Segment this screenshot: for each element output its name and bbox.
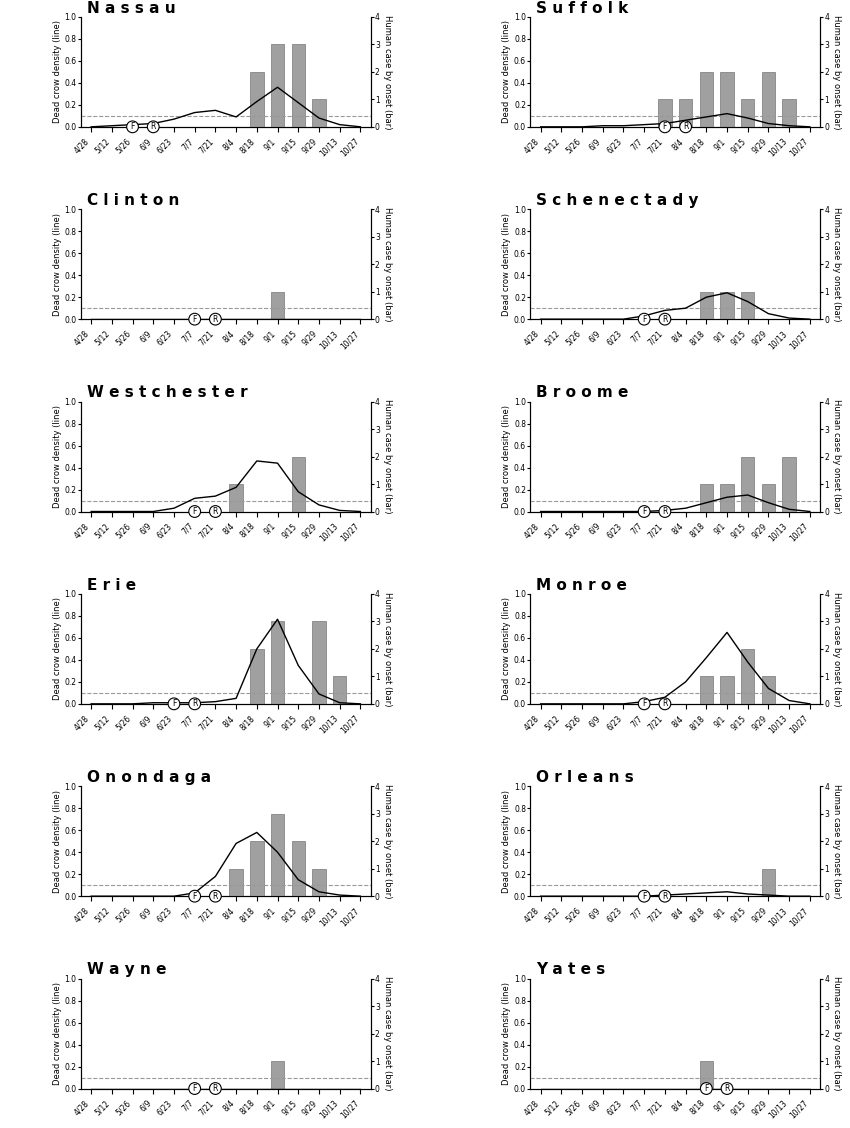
Bar xyxy=(271,292,284,319)
Y-axis label: Dead crow density (line): Dead crow density (line) xyxy=(53,982,62,1085)
Text: R: R xyxy=(212,315,218,324)
Y-axis label: Dead crow density (line): Dead crow density (line) xyxy=(53,790,62,892)
Text: R: R xyxy=(212,891,218,900)
Bar xyxy=(700,484,713,511)
Bar xyxy=(271,622,284,704)
Y-axis label: Human case by onset (bar): Human case by onset (bar) xyxy=(832,15,841,129)
Text: R: R xyxy=(150,122,156,131)
Bar xyxy=(720,677,734,704)
Bar xyxy=(250,72,264,126)
Text: O r l e a n s: O r l e a n s xyxy=(536,770,634,785)
Y-axis label: Human case by onset (bar): Human case by onset (bar) xyxy=(382,592,392,706)
Bar xyxy=(700,292,713,319)
Y-axis label: Human case by onset (bar): Human case by onset (bar) xyxy=(382,399,392,513)
Bar xyxy=(292,841,305,896)
Text: F: F xyxy=(192,891,197,900)
Bar xyxy=(250,841,264,896)
Y-axis label: Dead crow density (line): Dead crow density (line) xyxy=(53,213,62,316)
Y-axis label: Dead crow density (line): Dead crow density (line) xyxy=(502,982,511,1085)
Text: F: F xyxy=(130,122,134,131)
Bar xyxy=(720,484,734,511)
Y-axis label: Human case by onset (bar): Human case by onset (bar) xyxy=(832,784,841,899)
Bar xyxy=(250,649,264,704)
Text: B r o o m e: B r o o m e xyxy=(536,386,628,400)
Bar xyxy=(762,72,775,126)
Text: W a y n e: W a y n e xyxy=(87,962,166,978)
Bar xyxy=(720,292,734,319)
Text: F: F xyxy=(642,506,646,515)
Text: M o n r o e: M o n r o e xyxy=(536,578,627,593)
Y-axis label: Dead crow density (line): Dead crow density (line) xyxy=(502,598,511,700)
Y-axis label: Human case by onset (bar): Human case by onset (bar) xyxy=(832,977,841,1091)
Text: F: F xyxy=(642,891,646,900)
Y-axis label: Human case by onset (bar): Human case by onset (bar) xyxy=(382,784,392,899)
Text: R: R xyxy=(662,891,667,900)
Y-axis label: Dead crow density (line): Dead crow density (line) xyxy=(502,20,511,123)
Text: R: R xyxy=(683,122,689,131)
Y-axis label: Human case by onset (bar): Human case by onset (bar) xyxy=(382,977,392,1091)
Y-axis label: Human case by onset (bar): Human case by onset (bar) xyxy=(382,206,392,321)
Text: F: F xyxy=(642,315,646,324)
Text: F: F xyxy=(192,1084,197,1093)
Bar xyxy=(700,677,713,704)
Text: F: F xyxy=(642,699,646,708)
Text: E r i e: E r i e xyxy=(87,578,136,593)
Y-axis label: Human case by onset (bar): Human case by onset (bar) xyxy=(832,592,841,706)
Text: Y a t e s: Y a t e s xyxy=(536,962,605,978)
Bar xyxy=(741,99,755,126)
Bar xyxy=(292,457,305,511)
Bar xyxy=(679,99,693,126)
Bar xyxy=(762,869,775,896)
Text: F: F xyxy=(192,506,197,515)
Bar xyxy=(700,1061,713,1089)
Text: S u f f o l k: S u f f o l k xyxy=(536,1,628,16)
Y-axis label: Dead crow density (line): Dead crow density (line) xyxy=(53,598,62,700)
Y-axis label: Human case by onset (bar): Human case by onset (bar) xyxy=(832,206,841,321)
Text: F: F xyxy=(172,699,176,708)
Bar xyxy=(741,457,755,511)
Bar xyxy=(658,99,672,126)
Bar xyxy=(783,99,796,126)
Bar xyxy=(312,99,326,126)
Bar xyxy=(230,484,243,511)
Text: F: F xyxy=(704,1084,709,1093)
Y-axis label: Human case by onset (bar): Human case by onset (bar) xyxy=(382,15,392,129)
Bar xyxy=(292,44,305,126)
Text: R: R xyxy=(212,1084,218,1093)
Bar xyxy=(700,72,713,126)
Bar xyxy=(762,484,775,511)
Text: R: R xyxy=(662,699,667,708)
Text: F: F xyxy=(192,315,197,324)
Bar xyxy=(312,622,326,704)
Bar xyxy=(720,72,734,126)
Text: R: R xyxy=(662,315,667,324)
Y-axis label: Human case by onset (bar): Human case by onset (bar) xyxy=(832,399,841,513)
Text: F: F xyxy=(663,122,667,131)
Y-axis label: Dead crow density (line): Dead crow density (line) xyxy=(53,405,62,508)
Text: R: R xyxy=(192,699,197,708)
Bar xyxy=(230,869,243,896)
Bar xyxy=(271,1061,284,1089)
Text: R: R xyxy=(662,506,667,515)
Text: R: R xyxy=(212,506,218,515)
Y-axis label: Dead crow density (line): Dead crow density (line) xyxy=(502,213,511,316)
Text: C l i n t o n: C l i n t o n xyxy=(87,193,178,208)
Bar xyxy=(271,44,284,126)
Text: R: R xyxy=(724,1084,729,1093)
Y-axis label: Dead crow density (line): Dead crow density (line) xyxy=(502,790,511,892)
Bar xyxy=(783,457,796,511)
Y-axis label: Dead crow density (line): Dead crow density (line) xyxy=(502,405,511,508)
Text: O n o n d a g a: O n o n d a g a xyxy=(87,770,211,785)
Bar xyxy=(741,649,755,704)
Bar xyxy=(312,869,326,896)
Text: N a s s a u: N a s s a u xyxy=(87,1,175,16)
Text: S c h e n e c t a d y: S c h e n e c t a d y xyxy=(536,193,699,208)
Y-axis label: Dead crow density (line): Dead crow density (line) xyxy=(53,20,62,123)
Bar xyxy=(333,677,347,704)
Bar xyxy=(271,813,284,896)
Bar xyxy=(762,677,775,704)
Bar xyxy=(741,292,755,319)
Text: W e s t c h e s t e r: W e s t c h e s t e r xyxy=(87,386,247,400)
